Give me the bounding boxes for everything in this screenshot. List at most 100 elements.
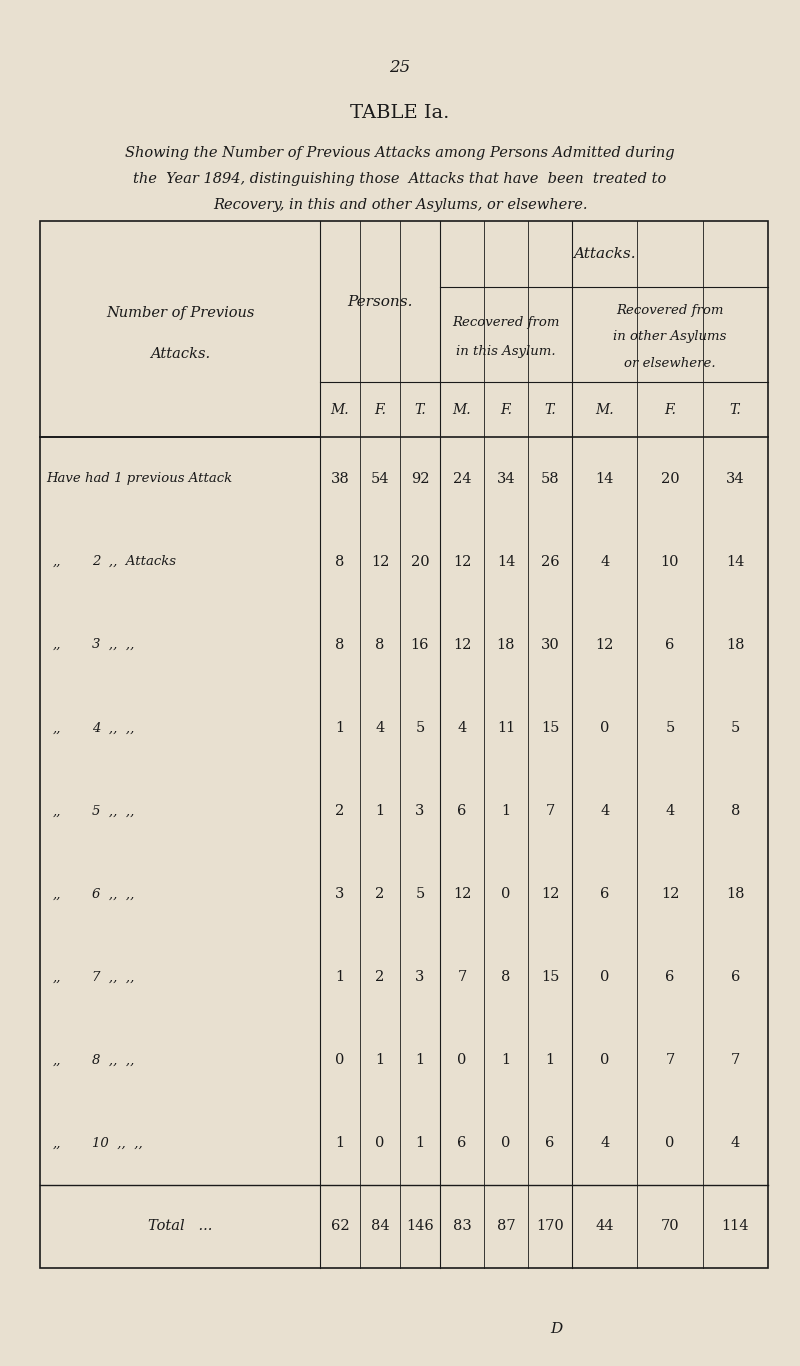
Text: 7  ,,  ,,: 7 ,, ,,	[92, 970, 134, 984]
Text: 1: 1	[335, 721, 345, 735]
Text: 3: 3	[415, 803, 425, 818]
Text: 7: 7	[666, 1053, 674, 1067]
Text: 114: 114	[722, 1218, 749, 1233]
Text: 18: 18	[726, 887, 745, 902]
Text: 6: 6	[458, 1137, 466, 1150]
Text: 14: 14	[726, 555, 745, 568]
Text: T.: T.	[544, 403, 556, 417]
Text: F.: F.	[374, 403, 386, 417]
Text: 3  ,,  ,,: 3 ,, ,,	[92, 638, 134, 652]
Text: 0: 0	[600, 1053, 610, 1067]
Text: 5: 5	[730, 721, 740, 735]
Text: 3: 3	[415, 970, 425, 984]
Text: ,,: ,,	[53, 805, 62, 817]
Text: 6: 6	[546, 1137, 554, 1150]
Text: 87: 87	[497, 1218, 515, 1233]
Text: Persons.: Persons.	[347, 295, 413, 309]
Text: 12: 12	[595, 638, 614, 652]
Text: 6: 6	[458, 803, 466, 818]
Text: M.: M.	[595, 403, 614, 417]
Text: in this Asylum.: in this Asylum.	[456, 344, 556, 358]
Text: 20: 20	[661, 471, 679, 486]
Text: 7: 7	[546, 803, 554, 818]
Text: 18: 18	[726, 638, 745, 652]
Text: 12: 12	[453, 638, 471, 652]
Text: 10: 10	[661, 555, 679, 568]
Text: 30: 30	[541, 638, 559, 652]
Text: 44: 44	[595, 1218, 614, 1233]
Text: 34: 34	[497, 471, 515, 486]
Text: in other Asylums: in other Asylums	[614, 329, 726, 343]
Text: 146: 146	[406, 1218, 434, 1233]
Text: 1: 1	[335, 970, 345, 984]
Text: 11: 11	[497, 721, 515, 735]
Text: 5: 5	[666, 721, 674, 735]
Text: the  Year 1894, distinguishing those  Attacks that have  been  treated to: the Year 1894, distinguishing those Atta…	[134, 172, 666, 186]
Text: D: D	[550, 1322, 562, 1336]
Text: 16: 16	[410, 638, 430, 652]
Text: 4: 4	[600, 803, 610, 818]
Text: 62: 62	[330, 1218, 350, 1233]
Text: 20: 20	[410, 555, 430, 568]
Text: Attacks.: Attacks.	[150, 347, 210, 361]
Text: 0: 0	[375, 1137, 385, 1150]
Text: or elsewhere.: or elsewhere.	[624, 357, 716, 370]
Text: 15: 15	[541, 721, 559, 735]
Text: T.: T.	[730, 403, 741, 417]
Text: ,,: ,,	[53, 721, 62, 735]
Text: 25: 25	[390, 59, 410, 75]
Text: F.: F.	[664, 403, 676, 417]
Text: Recovered from: Recovered from	[616, 303, 724, 317]
Text: 4: 4	[600, 555, 610, 568]
Text: 6  ,,  ,,: 6 ,, ,,	[92, 888, 134, 900]
Text: 4: 4	[458, 721, 466, 735]
Text: 0: 0	[666, 1137, 674, 1150]
Text: 8  ,,  ,,: 8 ,, ,,	[92, 1053, 134, 1067]
Text: 14: 14	[497, 555, 515, 568]
Text: 4: 4	[375, 721, 385, 735]
Text: 10  ,,  ,,: 10 ,, ,,	[92, 1137, 142, 1150]
Text: ,,: ,,	[53, 888, 62, 900]
Text: 1: 1	[502, 1053, 510, 1067]
Text: ,,: ,,	[53, 1137, 62, 1150]
Text: 170: 170	[536, 1218, 564, 1233]
Text: Number of Previous: Number of Previous	[106, 306, 254, 320]
Text: 0: 0	[502, 1137, 510, 1150]
Text: F.: F.	[500, 403, 512, 417]
Text: 6: 6	[600, 887, 610, 902]
Text: Have had 1 previous Attack: Have had 1 previous Attack	[46, 473, 233, 485]
Text: 2: 2	[375, 887, 385, 902]
Text: 92: 92	[410, 471, 430, 486]
Text: 7: 7	[458, 970, 466, 984]
Text: 70: 70	[661, 1218, 679, 1233]
Text: 84: 84	[370, 1218, 390, 1233]
Text: 1: 1	[335, 1137, 345, 1150]
Text: 5  ,,  ,,: 5 ,, ,,	[92, 805, 134, 817]
Text: 1: 1	[415, 1053, 425, 1067]
Text: 6: 6	[666, 638, 674, 652]
Text: Attacks.: Attacks.	[573, 247, 635, 261]
Text: TABLE Ia.: TABLE Ia.	[350, 104, 450, 122]
Text: 34: 34	[726, 471, 745, 486]
Text: 2: 2	[375, 970, 385, 984]
Text: 2: 2	[335, 803, 345, 818]
Text: 1: 1	[375, 803, 385, 818]
Text: 4  ,,  ,,: 4 ,, ,,	[92, 721, 134, 735]
Text: 4: 4	[600, 1137, 610, 1150]
Text: 4: 4	[666, 803, 674, 818]
Text: Showing the Number of Previous Attacks among Persons Admitted during: Showing the Number of Previous Attacks a…	[125, 146, 675, 160]
Text: 8: 8	[375, 638, 385, 652]
Text: ,,: ,,	[53, 970, 62, 984]
Text: 15: 15	[541, 970, 559, 984]
Text: 14: 14	[595, 471, 614, 486]
Text: 3: 3	[335, 887, 345, 902]
Text: Recovered from: Recovered from	[452, 316, 560, 329]
Text: 7: 7	[730, 1053, 740, 1067]
Text: 0: 0	[335, 1053, 345, 1067]
Text: 8: 8	[335, 555, 345, 568]
Text: 8: 8	[502, 970, 510, 984]
Text: M.: M.	[330, 403, 350, 417]
Text: 12: 12	[453, 887, 471, 902]
Text: 1: 1	[502, 803, 510, 818]
Text: 0: 0	[600, 970, 610, 984]
